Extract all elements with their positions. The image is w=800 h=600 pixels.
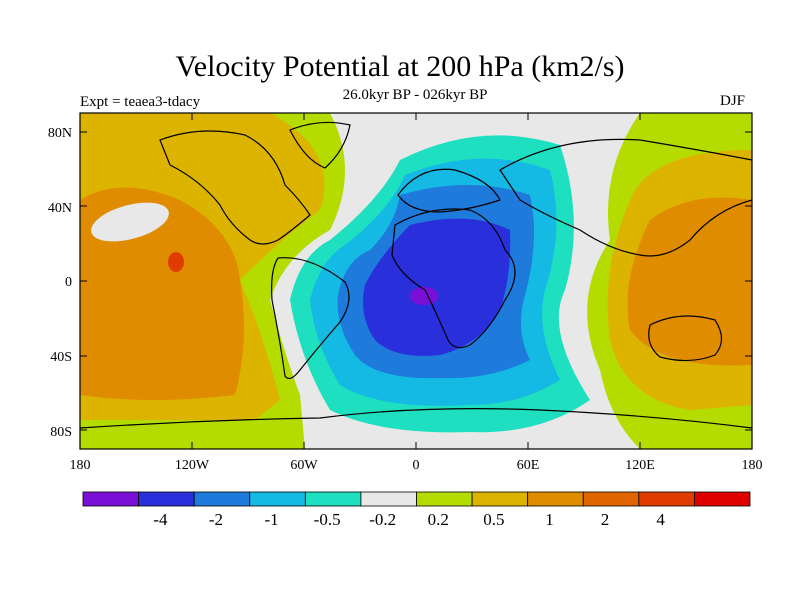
colorbar-label: -0.2 bbox=[369, 510, 396, 529]
coast-africa bbox=[391, 208, 516, 349]
lon-label-0: 0 bbox=[413, 458, 420, 473]
colorbar-swatch bbox=[193, 491, 251, 507]
field-red-patch bbox=[168, 252, 184, 272]
colorbar-swatch bbox=[638, 491, 695, 507]
chart-title: Velocity Potential at 200 hPa (km2/s) bbox=[175, 50, 625, 83]
colorbar-label: -4 bbox=[153, 510, 168, 529]
field-white-patch bbox=[91, 202, 169, 242]
lon-label-180w: 180 bbox=[70, 458, 91, 473]
lon-label-180e: 180 bbox=[742, 458, 763, 473]
coast-north-america bbox=[159, 130, 311, 245]
coast-australia bbox=[648, 315, 723, 362]
colorbar-swatch bbox=[582, 491, 640, 507]
coastlines bbox=[80, 121, 752, 429]
colorbar-label: -1 bbox=[264, 510, 278, 529]
colorbar-label: 4 bbox=[656, 510, 665, 529]
lon-label-120e: 120E bbox=[625, 458, 655, 473]
lat-labels: 80N 40N 0 40S 80S bbox=[48, 126, 72, 440]
field-pos-east-1 bbox=[627, 197, 752, 366]
colorbar-swatch bbox=[82, 491, 139, 507]
lat-label-40n: 40N bbox=[48, 201, 72, 216]
coast-antarctica bbox=[80, 408, 752, 429]
lat-label-80s: 80S bbox=[50, 425, 72, 440]
lon-label-60w: 60W bbox=[290, 458, 318, 473]
period-subtitle: 26.0kyr BP - 026kyr BP bbox=[342, 87, 488, 103]
axis-ticks bbox=[79, 113, 753, 449]
lat-label-0: 0 bbox=[65, 275, 72, 290]
colorbar-swatch bbox=[694, 491, 751, 507]
lat-label-80n: 80N bbox=[48, 126, 72, 141]
colorbar-swatch bbox=[138, 491, 195, 507]
field-neg-4 bbox=[410, 287, 438, 305]
season-label: DJF bbox=[720, 93, 746, 109]
colorbar-label: 0.5 bbox=[483, 510, 504, 529]
colorbar-label: -2 bbox=[209, 510, 223, 529]
coast-south-america bbox=[271, 257, 350, 380]
lat-label-40s: 40S bbox=[50, 350, 72, 365]
lon-label-120w: 120W bbox=[175, 458, 210, 473]
colorbar: -4 -2 -1 -0.5 -0.2 0.2 0.5 1 2 4 bbox=[82, 491, 751, 529]
experiment-label: Expt = teaea3-tdacy bbox=[80, 94, 201, 110]
colorbar-swatch bbox=[249, 491, 306, 507]
colorbar-swatch bbox=[471, 491, 529, 507]
colorbar-label: 0.2 bbox=[428, 510, 449, 529]
coast-asia bbox=[499, 138, 752, 257]
colorbar-label: 1 bbox=[545, 510, 554, 529]
colorbar-swatch bbox=[416, 491, 473, 507]
colorbar-label: 2 bbox=[601, 510, 610, 529]
coast-greenland bbox=[289, 121, 351, 169]
coast-europe bbox=[397, 168, 501, 213]
colorbar-swatch bbox=[304, 491, 362, 507]
colorbar-label: -0.5 bbox=[314, 510, 341, 529]
lon-labels: 180 120W 60W 0 60E 120E 180 bbox=[70, 458, 763, 473]
colorbar-swatch bbox=[360, 491, 417, 507]
contour-field bbox=[80, 113, 752, 449]
field-neg-2 bbox=[362, 218, 511, 356]
colorbar-swatch bbox=[527, 491, 584, 507]
lon-label-60e: 60E bbox=[517, 458, 540, 473]
